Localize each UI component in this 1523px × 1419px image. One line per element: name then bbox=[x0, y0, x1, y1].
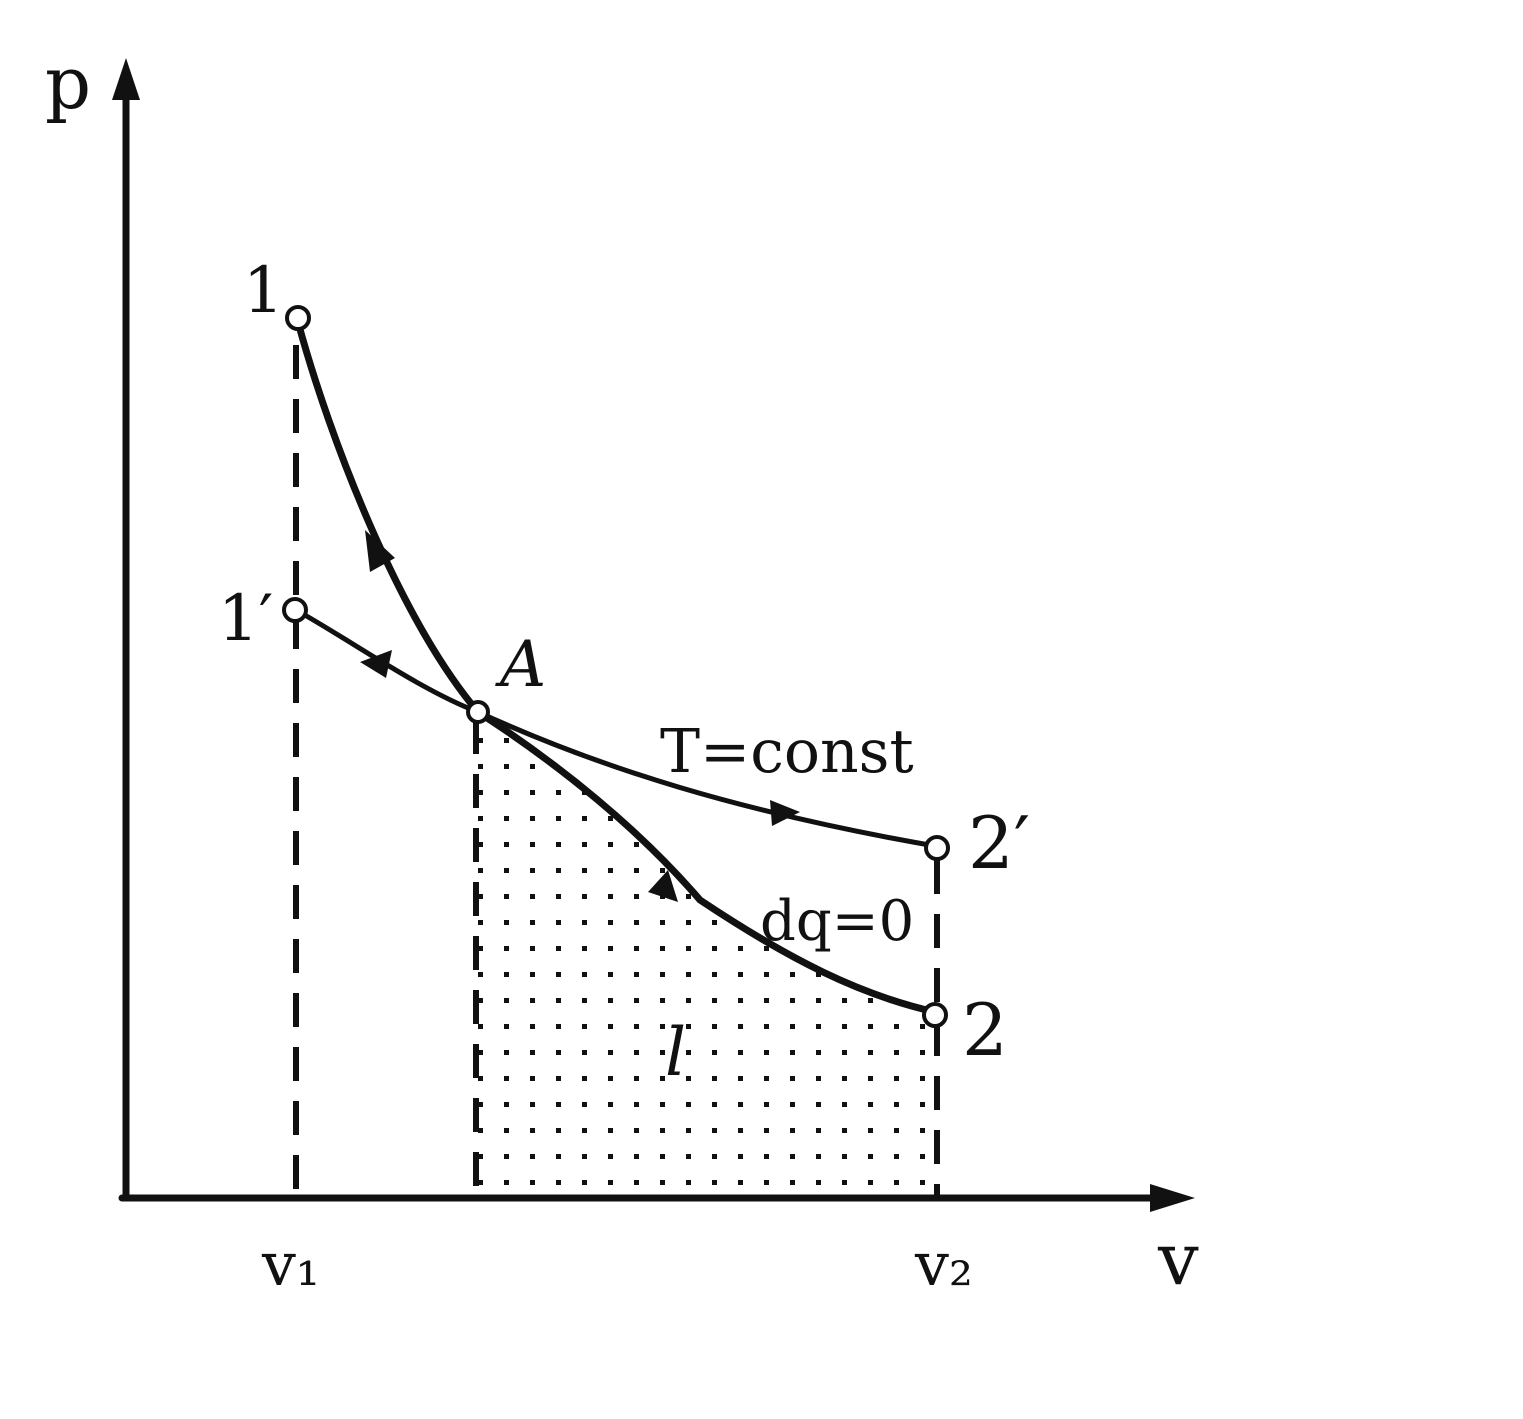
label-isotherm: T=const bbox=[660, 717, 914, 787]
adiabat-arrow-down bbox=[648, 870, 678, 902]
label-adiabat: dq=0 bbox=[760, 889, 914, 954]
isotherm-arrow-left bbox=[360, 650, 392, 678]
x-axis-label: v bbox=[1157, 1217, 1199, 1301]
point-2 bbox=[922, 1002, 948, 1028]
label-point-2: 2 bbox=[962, 988, 1008, 1072]
x-tick-v2: v₂ bbox=[914, 1230, 973, 1300]
x-axis-arrowhead bbox=[1150, 1184, 1195, 1212]
work-area bbox=[478, 712, 935, 1195]
label-point-1: 1 bbox=[243, 254, 284, 328]
point-2-prime bbox=[924, 835, 950, 861]
point-1 bbox=[285, 305, 311, 331]
point-A bbox=[466, 700, 490, 724]
adiabat-arrow-up bbox=[365, 530, 395, 572]
label-point-1-prime: 1′ bbox=[218, 582, 273, 656]
x-tick-v1: v₁ bbox=[261, 1230, 320, 1300]
y-axis-arrowhead bbox=[112, 58, 140, 100]
label-point-A: A bbox=[495, 628, 546, 702]
isotherm-arrow-right bbox=[770, 800, 800, 826]
label-work-area: l bbox=[665, 1014, 686, 1091]
label-point-2-prime: 2′ bbox=[968, 801, 1030, 885]
isotherm-curve bbox=[293, 607, 938, 849]
y-axis-label: p bbox=[45, 41, 91, 125]
adiabat-curve bbox=[294, 318, 939, 1016]
point-1-prime bbox=[282, 597, 308, 623]
